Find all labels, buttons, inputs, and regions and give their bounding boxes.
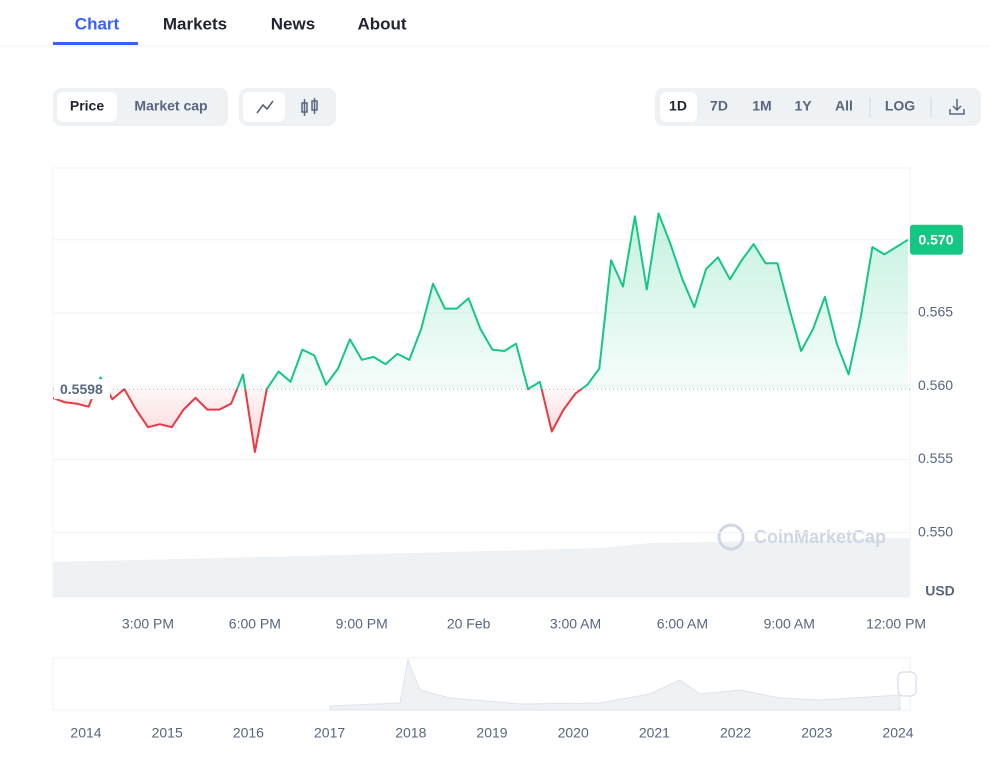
button[interactable]: 1M <box>752 98 771 114</box>
y-tick-label: 0.555 <box>918 450 953 466</box>
button[interactable]: 1D <box>669 98 687 114</box>
x-tick-label: 9:00 AM <box>764 616 815 632</box>
y-tick-label: 0.565 <box>918 304 953 320</box>
navigator-label: 2022 <box>720 725 751 741</box>
x-tick-label: 6:00 PM <box>229 616 281 632</box>
button[interactable]: LOG <box>885 98 915 114</box>
y-tick-label: 0.560 <box>918 377 953 393</box>
baseline-area <box>53 213 908 452</box>
navigator-label: 2021 <box>639 725 670 741</box>
watermark: CoinMarketCap <box>717 523 886 551</box>
tab[interactable]: News <box>271 14 315 33</box>
navigator-label: 2020 <box>558 725 589 741</box>
tab[interactable]: About <box>357 14 406 33</box>
volume-area <box>53 538 910 597</box>
line-icon <box>256 100 274 114</box>
button-active[interactable] <box>57 92 117 122</box>
navigator-label: 2016 <box>233 725 264 741</box>
navigator-label: 2017 <box>314 725 345 741</box>
x-tick-label: 6:00 AM <box>657 616 708 632</box>
price-label-bg <box>910 224 963 255</box>
watermark-text: CoinMarketCap <box>754 527 886 547</box>
x-tick-label: 12:00 PM <box>866 616 926 632</box>
navigator-label: 2018 <box>395 725 426 741</box>
button[interactable]: 1Y <box>794 98 812 114</box>
navigator-label: 2019 <box>476 725 507 741</box>
tab[interactable]: Markets <box>163 14 227 33</box>
navigator-label: 2024 <box>882 725 913 741</box>
price-label: 0.570 <box>918 231 953 247</box>
x-tick-label: 9:00 PM <box>336 616 388 632</box>
button[interactable]: Price <box>70 98 104 114</box>
x-tick-label: 3:00 AM <box>550 616 601 632</box>
tab-underline <box>53 42 138 45</box>
button-group <box>655 88 981 126</box>
button[interactable]: All <box>835 98 853 114</box>
navigator-handle[interactable] <box>897 671 917 697</box>
x-tick-label: 3:00 PM <box>122 616 174 632</box>
tab[interactable]: Chart <box>75 14 120 33</box>
y-tick-label: 0.550 <box>918 523 953 539</box>
button[interactable]: Market cap <box>134 98 207 114</box>
candle-icon[interactable] <box>301 98 318 116</box>
baseline-label-bg <box>54 379 110 400</box>
navigator-area <box>329 658 901 711</box>
navigator-label: 2023 <box>801 725 832 741</box>
x-tick-label: 20 Feb <box>447 616 491 632</box>
navigator-label: 2015 <box>152 725 183 741</box>
button[interactable]: 7D <box>710 98 728 114</box>
price-line <box>52 212 909 453</box>
navigator-label: 2014 <box>70 725 101 741</box>
baseline-label: 0.5598 <box>60 381 103 397</box>
button-active[interactable] <box>660 92 697 122</box>
y-axis-label: USD <box>925 583 955 599</box>
download-icon[interactable] <box>949 99 965 115</box>
